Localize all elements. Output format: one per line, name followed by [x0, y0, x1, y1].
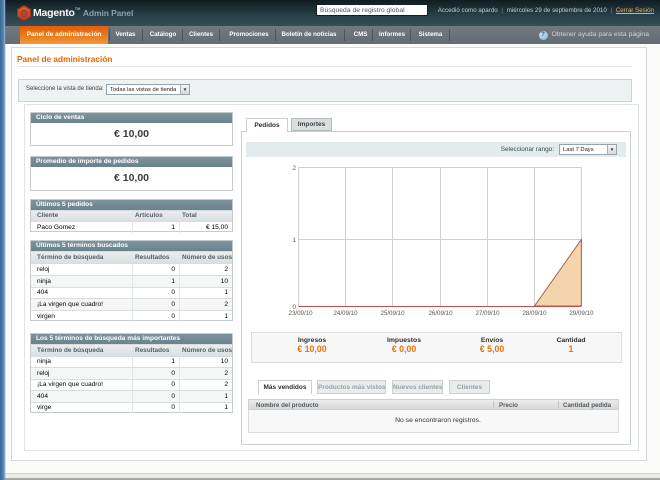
svg-text:26/09/10: 26/09/10	[428, 310, 453, 317]
svg-text:27/09/10: 27/09/10	[475, 310, 500, 317]
svg-text:2: 2	[293, 165, 297, 172]
svg-text:25/09/10: 25/09/10	[380, 310, 405, 317]
svg-text:0: 0	[293, 304, 297, 311]
svg-text:23/09/10: 23/09/10	[289, 310, 314, 317]
svg-text:24/09/10: 24/09/10	[333, 310, 358, 317]
svg-text:28/09/10: 28/09/10	[522, 310, 547, 317]
svg-text:29/09/10: 29/09/10	[569, 310, 594, 317]
svg-text:1: 1	[293, 237, 297, 244]
